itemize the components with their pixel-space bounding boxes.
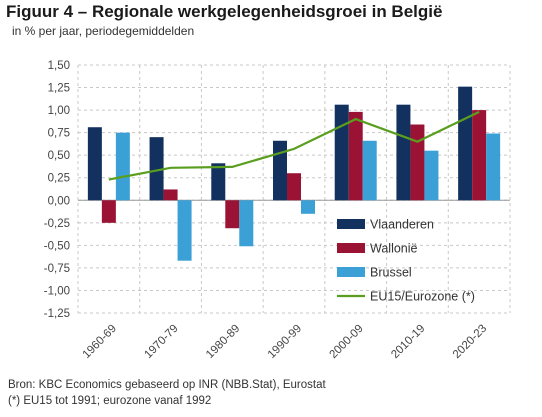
chart-subtitle: in % per jaar, periodegemiddelden [12, 24, 195, 38]
bar-brussel-2000-09 [362, 140, 377, 201]
bar-line-chart: 1,50 1,25 1,00 0,75 0,50 0,25 0,00 -0,25 -0,50 -0… [44, 60, 511, 361]
x-tick-label: 2020-23 [451, 323, 489, 361]
legend-label-walloni-: Wallonië [370, 242, 418, 256]
legend-swatch-brussel [337, 267, 365, 277]
bar-brussel-2010-19 [424, 150, 439, 201]
bar-brussel-1980-89 [239, 200, 254, 247]
source-line: Bron: KBC Economics gebaseerd op INR (NB… [8, 379, 326, 391]
bar-walloni--2010-19 [410, 124, 425, 201]
y-tick-label: 1,00 [48, 105, 70, 117]
line-eu15-eurozone [108, 110, 480, 181]
bar-walloni--2020-23 [472, 110, 487, 201]
x-tick-label: 2000-09 [327, 323, 365, 361]
x-tick-label: 2010-19 [389, 323, 427, 361]
bar-vlaanderen-1970-79 [149, 137, 164, 201]
legend-label-brussel: Brussel [370, 266, 412, 280]
y-tick-label: -0,25 [44, 218, 70, 230]
y-tick-label: 0,00 [48, 195, 70, 207]
legend-swatch-walloni- [337, 243, 365, 253]
bar-vlaanderen-1990-99 [273, 140, 287, 201]
chart-title: Figuur 4 – Regionale werkgelegenheidsgro… [6, 2, 443, 21]
y-tick-label: 1,50 [48, 60, 70, 72]
bar-walloni--1970-79 [163, 189, 178, 201]
x-tick-label: 1970-79 [142, 323, 180, 361]
footnote-line: (*) EU15 tot 1991; eurozone vanaf 1992 [8, 395, 212, 407]
legend-swatch-vlaanderen [337, 219, 365, 229]
y-tick-label: 0,25 [48, 173, 70, 185]
bar-walloni--1980-89 [225, 200, 240, 229]
bar-vlaanderen-2020-23 [458, 86, 473, 201]
legend-label-eu15-eurozone-: EU15/Eurozone (*) [370, 290, 475, 304]
bar-brussel-1960-69 [115, 132, 130, 201]
bar-vlaanderen-2000-09 [334, 104, 349, 201]
y-tick-label: -0,50 [44, 240, 70, 252]
bar-brussel-1990-99 [301, 200, 315, 214]
legend-label-vlaanderen: Vlaanderen [370, 218, 434, 232]
bar-brussel-1970-79 [177, 200, 192, 261]
bar-walloni--2000-09 [348, 111, 363, 201]
x-tick-label: 1980-89 [204, 323, 242, 361]
source-note: Bron: KBC Economics gebaseerd op INR (NB… [8, 377, 326, 409]
bar-walloni--1990-99 [287, 173, 301, 201]
y-tick-label: 0,75 [48, 128, 70, 140]
x-tick-label: 1960-69 [81, 323, 119, 361]
bar-vlaanderen-2010-19 [396, 104, 411, 201]
bar-walloni--1960-69 [101, 200, 116, 223]
bar-brussel-2020-23 [486, 133, 501, 201]
y-tick-label: 0,50 [48, 150, 70, 162]
y-tick-label: 1,25 [48, 83, 70, 95]
bar-vlaanderen-1960-69 [87, 127, 102, 201]
x-tick-label: 1990-99 [266, 323, 304, 361]
y-tick-label: -1,25 [44, 308, 70, 320]
y-tick-label: -0,75 [44, 263, 70, 275]
bar-vlaanderen-1980-89 [211, 163, 226, 201]
y-tick-label: -1,00 [44, 285, 70, 297]
